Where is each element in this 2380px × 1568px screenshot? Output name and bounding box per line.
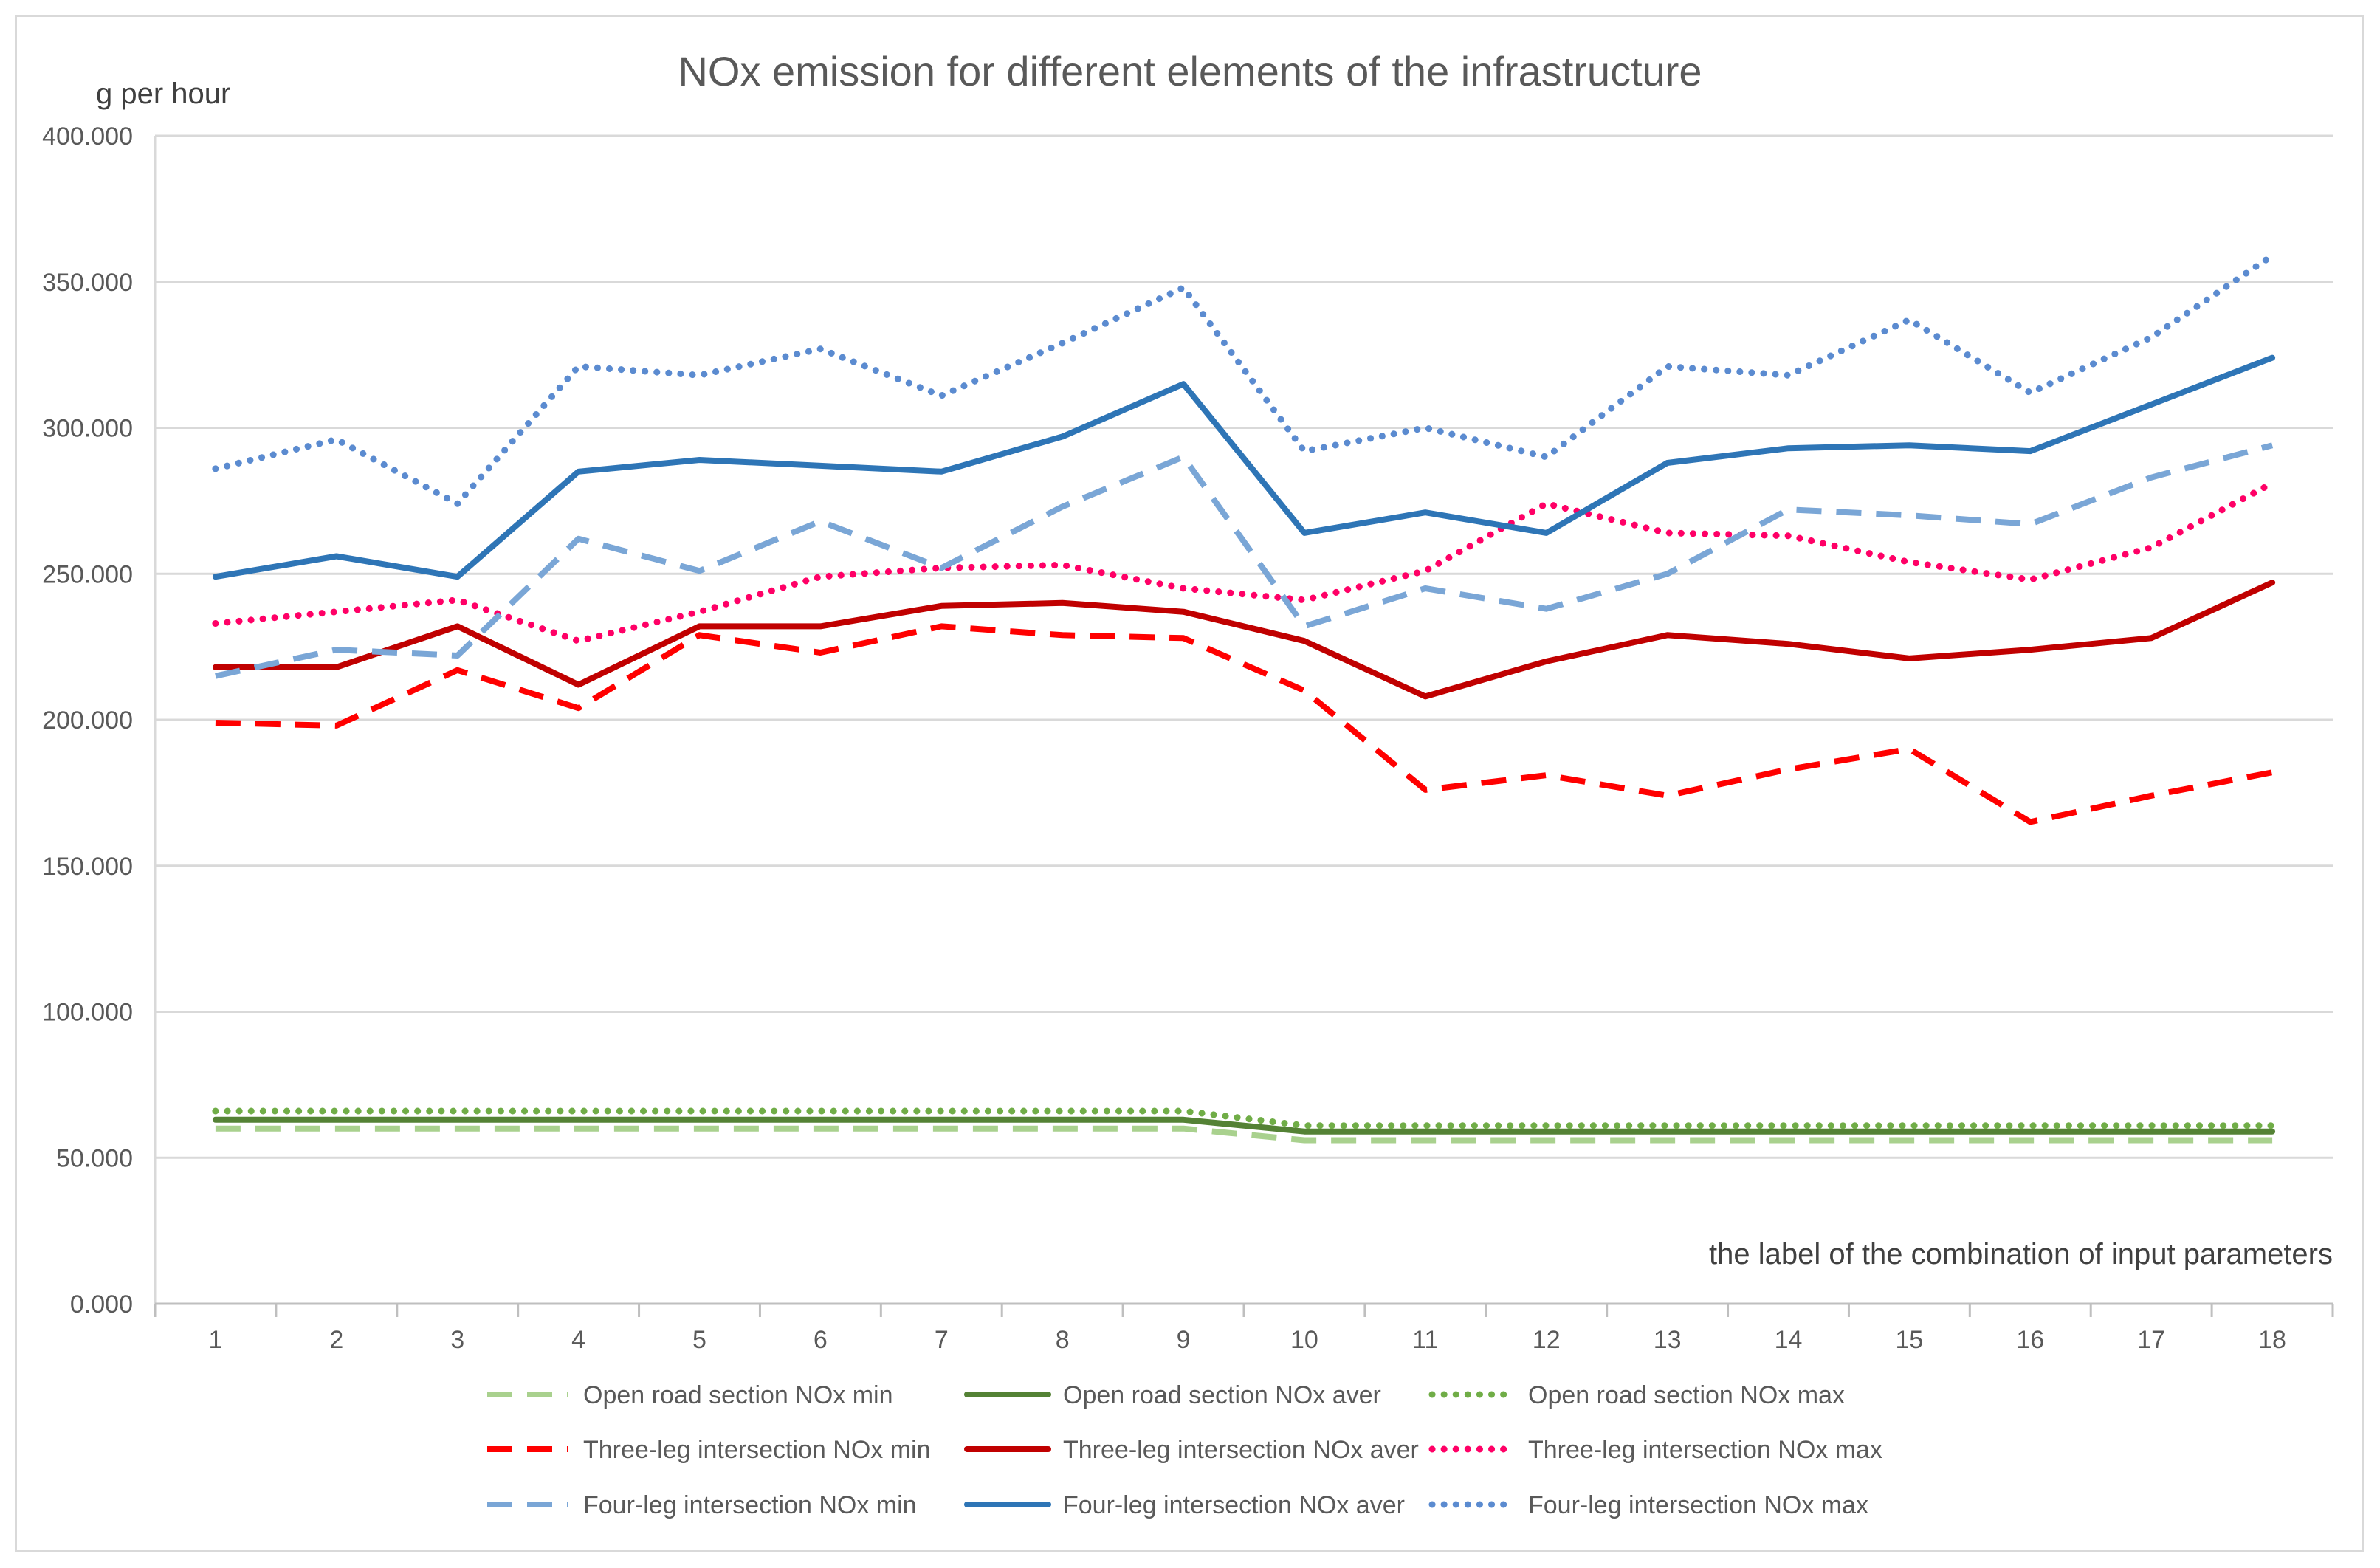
chart-frame [15, 15, 2364, 1552]
legend-item: Three-leg intersection NOx min [487, 1436, 931, 1464]
y-tick-label: 150.000 [42, 853, 133, 881]
x-tick-label: 17 [2137, 1326, 2165, 1354]
y-tick-label: 250.000 [42, 560, 133, 588]
x-tick-label: 8 [1056, 1326, 1070, 1354]
x-tick-label: 13 [1654, 1326, 1682, 1354]
series-line [215, 623, 2273, 825]
legend-item: Four-leg intersection NOx min [487, 1491, 917, 1519]
legend-item: Three-leg intersection NOx max [1428, 1436, 1882, 1464]
series-line [212, 1116, 2276, 1135]
y-tick-label: 300.000 [42, 415, 133, 443]
x-tick-label: 18 [2258, 1326, 2286, 1354]
series-line [212, 1107, 2276, 1129]
series-line [212, 580, 2276, 700]
x-tick-labels: 1 2 3 4 5 6 7 8 9 10 11 12 13 14 15 16 17 18 [208, 1326, 2286, 1354]
series-line [215, 442, 2274, 679]
x-tick-label: 16 [2016, 1326, 2044, 1354]
series-3 [212, 1107, 2276, 1129]
y-tick-label: 400.000 [42, 123, 133, 151]
legend: Open road section NOx min Open road secti… [487, 1381, 1882, 1519]
legend-item: Open road section NOx min [487, 1381, 893, 1409]
y-tick-labels: 0.000 50.000 100.000 150.000 200.000 250.000 3… [42, 123, 133, 1318]
series-line [212, 480, 2276, 644]
x-tick-label: 5 [692, 1326, 706, 1354]
series-line [212, 252, 2276, 507]
legend-label: Four-leg intersection NOx min [583, 1491, 917, 1519]
x-tick-label: 15 [1895, 1326, 1923, 1354]
legend-label: Open road section NOx max [1528, 1381, 1845, 1409]
x-axis-title: the label of the combination of input pa… [1709, 1238, 2333, 1270]
x-tick-label: 14 [1775, 1326, 1803, 1354]
series-9 [212, 252, 2276, 507]
series-6 [212, 480, 2276, 644]
series-line [215, 1125, 2273, 1144]
y-tick-label: 50.000 [56, 1144, 133, 1172]
series-line [212, 354, 2276, 580]
x-tick-label: 10 [1290, 1326, 1318, 1354]
x-tick-label: 7 [935, 1326, 949, 1354]
y-tick-label: 100.000 [42, 999, 133, 1027]
x-tick-label: 2 [329, 1326, 343, 1354]
legend-label: Four-leg intersection NOx max [1528, 1491, 1868, 1519]
series-lines [212, 252, 2276, 1144]
series-4 [215, 623, 2273, 825]
legend-label: Open road section NOx aver [1063, 1381, 1381, 1409]
y-tick-label: 200.000 [42, 706, 133, 735]
legend-label: Three-leg intersection NOx max [1528, 1436, 1882, 1464]
legend-item: Four-leg intersection NOx max [1428, 1491, 1868, 1519]
gridlines [154, 134, 2334, 1317]
x-tick-label: 4 [571, 1326, 585, 1354]
x-tick-label: 6 [814, 1326, 828, 1354]
x-tick-label: 3 [450, 1326, 464, 1354]
legend-label: Four-leg intersection NOx aver [1063, 1491, 1405, 1519]
x-tick-label: 12 [1533, 1326, 1561, 1354]
legend-item: Open road section NOx aver [964, 1381, 1381, 1409]
legend-label: Open road section NOx min [583, 1381, 893, 1409]
x-tick-label: 9 [1177, 1326, 1191, 1354]
legend-item: Three-leg intersection NOx aver [964, 1436, 1419, 1464]
y-axis-title: g per hour [96, 78, 230, 110]
legend-label: Three-leg intersection NOx min [583, 1436, 931, 1464]
series-1 [215, 1125, 2273, 1144]
legend-label: Three-leg intersection NOx aver [1063, 1436, 1419, 1464]
x-tick-label: 11 [1412, 1326, 1438, 1354]
series-8 [212, 354, 2276, 580]
series-7 [215, 442, 2274, 679]
x-tick-label: 1 [208, 1326, 222, 1354]
chart-title: NOx emission for different elements of t… [678, 48, 1702, 94]
legend-item: Open road section NOx max [1428, 1381, 1845, 1409]
legend-item: Four-leg intersection NOx aver [964, 1491, 1405, 1519]
y-tick-label: 0.000 [70, 1290, 133, 1318]
y-tick-label: 350.000 [42, 269, 133, 297]
series-2 [212, 1116, 2276, 1135]
series-5 [212, 580, 2276, 700]
